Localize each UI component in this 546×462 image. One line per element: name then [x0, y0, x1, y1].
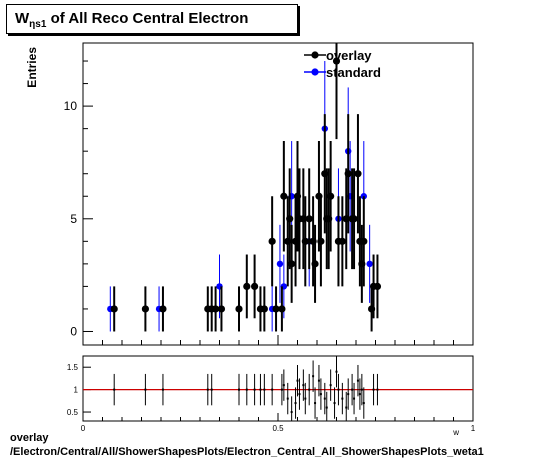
chart-title-box: Wηs1 of All Reco Central Electron: [6, 4, 298, 34]
ratio-point: [238, 388, 240, 391]
ratio-point: [298, 393, 301, 396]
ratio-point: [308, 388, 311, 391]
ratio-point: [323, 397, 326, 400]
ratio-point: [296, 379, 299, 382]
overlay-point: [286, 215, 294, 223]
overlay-point: [301, 237, 309, 245]
overlay-point: [311, 260, 319, 268]
overlay-point: [354, 170, 362, 178]
ratio-point: [376, 388, 379, 391]
y-tick-label: 5: [70, 212, 77, 226]
standard-point: [276, 260, 284, 268]
legend-overlay-label: overlay: [326, 48, 372, 63]
legend-standard-marker: [311, 68, 319, 76]
y-axis-label: Entries: [25, 47, 39, 88]
ratio-point: [333, 402, 336, 405]
ratio-point: [337, 388, 340, 391]
ratio-point: [144, 388, 147, 391]
ratio-point: [259, 388, 262, 391]
ratio-y-tick-label: 1: [74, 386, 79, 395]
ratio-point: [113, 388, 116, 391]
ratio-point: [286, 397, 289, 400]
overlay-point: [272, 305, 280, 313]
overlay-point: [260, 305, 268, 313]
ratio-point: [341, 397, 344, 400]
ratio-point: [329, 384, 332, 387]
ratio-point: [161, 388, 164, 391]
ratio-point: [362, 402, 365, 405]
ratio-point: [294, 402, 297, 405]
overlay-point: [141, 305, 149, 313]
overlay-point: [268, 237, 276, 245]
ratio-point: [325, 406, 328, 409]
overlay-point: [212, 305, 220, 313]
overlay-point: [251, 282, 259, 291]
overlay-point: [110, 305, 118, 313]
ratio-x-tick-label: 0: [81, 424, 86, 433]
ratio-plot-frame: [82, 355, 474, 422]
chart-title-rest: of All Reco Central Electron: [46, 10, 249, 27]
footer-path: /Electron/Central/All/ShowerShapesPlots/…: [10, 446, 484, 458]
ratio-x-tick-label: 1: [471, 424, 476, 433]
ratio-point: [317, 379, 320, 382]
ratio-point: [314, 402, 317, 405]
overlay-point: [332, 57, 341, 65]
y-tick-label: 10: [64, 99, 78, 113]
ratio-y-tick-label: 0.5: [67, 408, 79, 417]
ratio-point: [360, 388, 363, 391]
chart-title: Wηs1 of All Reco Central Electron: [15, 10, 249, 30]
ratio-point: [335, 370, 338, 373]
overlay-point: [360, 237, 368, 245]
overlay-point: [317, 237, 325, 245]
overlay-point: [305, 215, 313, 223]
legend-overlay-marker: [311, 51, 319, 59]
ratio-point: [206, 388, 209, 391]
ratio-point: [210, 388, 213, 391]
ratio-point: [345, 406, 348, 409]
legend-standard-label: standard: [326, 65, 381, 80]
footer-label: overlay: [10, 432, 49, 444]
overlay-point: [350, 215, 358, 223]
ratio-point: [358, 393, 361, 396]
ratio-point: [372, 388, 375, 391]
ratio-x-tick-label: 0.5: [272, 424, 284, 433]
ratio-point: [245, 388, 248, 391]
ratio-point: [282, 384, 285, 387]
ratio-point: [347, 393, 350, 396]
ratio-point: [356, 379, 359, 382]
standard-point: [366, 260, 373, 268]
y-tick-label: 0: [70, 324, 77, 338]
overlay-point: [278, 305, 286, 313]
ratio-point: [353, 397, 356, 400]
ratio-point: [253, 388, 256, 391]
ratio-point: [280, 388, 283, 391]
main-plot-frame: [82, 42, 474, 346]
chart-title-main: W: [15, 10, 30, 27]
ratio-point: [302, 384, 305, 387]
ratio-y-tick-label: 1.5: [67, 363, 79, 372]
ratio-point: [304, 397, 307, 400]
overlay-point: [344, 170, 352, 178]
ratio-point: [290, 411, 293, 414]
ratio-point: [319, 393, 322, 396]
overlay-point: [373, 282, 382, 291]
chart-title-subscript: ηs1: [29, 19, 47, 30]
overlay-point: [235, 305, 243, 313]
overlay-point: [159, 305, 167, 313]
overlay-point: [338, 237, 346, 245]
x-axis-label: w: [452, 428, 459, 437]
ratio-point: [351, 388, 354, 391]
overlay-point: [243, 282, 251, 291]
overlay-point: [327, 192, 335, 200]
overlay-point: [280, 192, 288, 200]
ratio-point: [312, 375, 315, 378]
ratio-point: [263, 388, 266, 391]
ratio-point: [271, 388, 274, 391]
overlay-point: [217, 305, 226, 313]
overlay-point: [288, 260, 296, 268]
